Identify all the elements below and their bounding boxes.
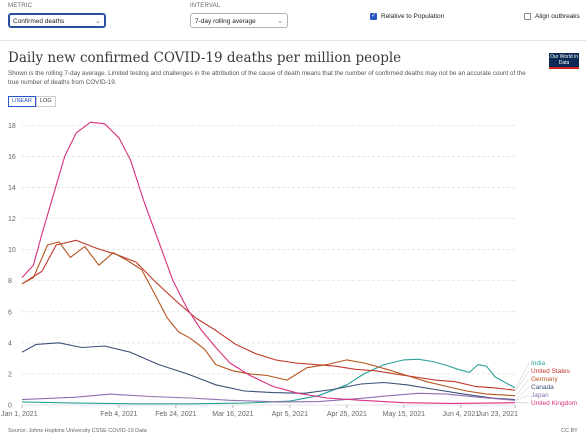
y-tick-label: 4 [8, 340, 12, 347]
chevron-down-icon: ⌄ [277, 18, 283, 25]
legend-connector [515, 394, 530, 401]
source-note: Source: Johns Hopkins University CSSE CO… [8, 428, 147, 434]
series-line-india [21, 358, 516, 405]
align-outbreaks-label: Align outbreaks [535, 13, 580, 20]
relative-to-population-label: Relative to Population [381, 13, 445, 20]
series-line-united-states [21, 239, 516, 391]
interval-value: 7-day rolling average [195, 18, 256, 25]
legend-connector [515, 370, 530, 391]
interval-select[interactable]: 7-day rolling average ⌄ [190, 13, 288, 28]
x-tick-label: Jun 4, 2021 [443, 411, 480, 418]
y-tick-label: 16 [8, 154, 16, 161]
legend-label-canada: Canada [531, 384, 554, 391]
x-tick-label: Mar 16, 2021 [212, 411, 253, 418]
relative-to-population-checkbox[interactable]: Relative to Population [370, 12, 445, 20]
log-scale-button[interactable]: LOG [36, 96, 56, 107]
legend-label-japan: Japan [531, 392, 549, 399]
legend-label-germany: Germany [531, 376, 558, 383]
series-line-germany [21, 241, 516, 397]
chevron-down-icon: ⌄ [95, 18, 101, 25]
metric-label: METRIC [8, 3, 33, 9]
series-line-united-kingdom [21, 121, 516, 404]
x-tick-label: Feb 4, 2021 [100, 411, 137, 418]
series-line-japan [21, 392, 516, 403]
x-tick-label: Jun 23, 2021 [478, 411, 519, 418]
y-tick-label: 14 [8, 185, 16, 192]
license-label[interactable]: CC BY [561, 428, 578, 434]
checkbox-checked-icon [370, 12, 377, 20]
metric-select[interactable]: Confirmed deaths ⌄ [8, 13, 106, 28]
y-tick-label: 18 [8, 123, 16, 130]
y-tick-label: 6 [8, 309, 12, 316]
y-tick-label: 10 [8, 247, 16, 254]
x-tick-label: Apr 25, 2021 [327, 411, 367, 418]
x-tick-label: May 15, 2021 [383, 411, 426, 418]
y-tick-label: 12 [8, 216, 16, 223]
linear-scale-button[interactable]: LINEAR [8, 96, 36, 107]
align-outbreaks-checkbox[interactable]: Align outbreaks [524, 13, 580, 20]
legend-connector [515, 362, 530, 389]
y-tick-label: 0 [8, 403, 12, 410]
x-tick-label: Apr 5, 2021 [272, 411, 308, 418]
y-tick-label: 8 [8, 278, 12, 285]
controls-divider [0, 40, 586, 41]
legend-connector [515, 386, 530, 400]
chart-subtitle: Shown is the rolling 7-day average. Limi… [8, 70, 526, 86]
x-tick-label: Jan 1, 2021 [1, 411, 38, 418]
series-line-canada [21, 342, 516, 401]
interval-label: INTERVAL [190, 3, 221, 9]
x-tick-label: Feb 24, 2021 [155, 411, 196, 418]
y-tick-label: 2 [8, 371, 12, 378]
legend-label-india: India [531, 360, 545, 367]
checkbox-unchecked-icon [524, 13, 531, 20]
legend-label-united-states: United States [531, 368, 571, 375]
metric-value: Confirmed deaths [13, 18, 65, 25]
chart-title: Daily new confirmed COVID-19 deaths per … [8, 50, 402, 66]
owid-logo[interactable]: Our World in Data [549, 53, 579, 69]
legend-label-united-kingdom: United Kingdom [531, 400, 577, 407]
legend-connector [515, 378, 530, 396]
